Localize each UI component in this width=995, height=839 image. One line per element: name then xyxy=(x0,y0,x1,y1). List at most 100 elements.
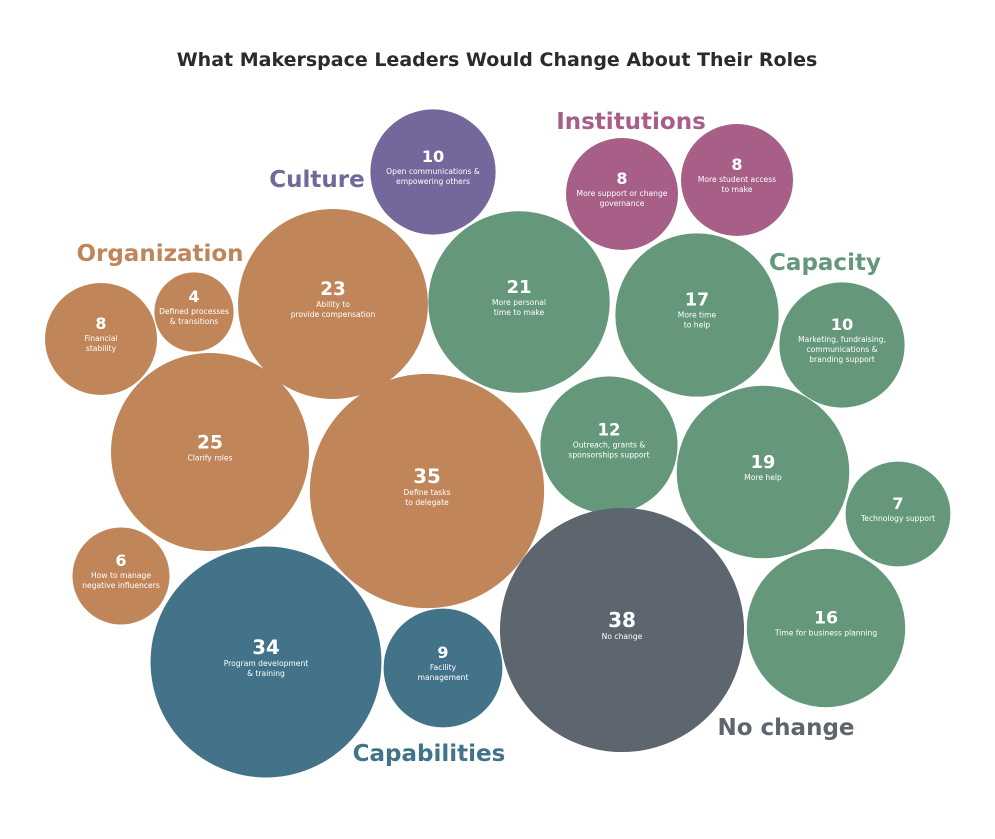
bubble-value: 10 xyxy=(422,147,444,166)
bubble-value: 38 xyxy=(608,608,636,632)
bubble-circle xyxy=(615,233,779,397)
group-label: Institutions xyxy=(556,109,706,135)
bubble-label: Financial xyxy=(84,334,117,343)
bubble-value: 35 xyxy=(413,465,441,488)
bubble-value: 7 xyxy=(892,494,903,513)
bubble-circle xyxy=(238,209,428,399)
bubble-label: & training xyxy=(247,669,285,678)
bubble-label: communications & xyxy=(806,345,877,354)
bubble-label: How to manage xyxy=(91,571,151,580)
bubble-label: Open communications & xyxy=(386,167,480,176)
bubble-label: sponsorships support xyxy=(568,450,649,459)
bubble-label: negative influencers xyxy=(82,581,160,590)
bubble-value: 21 xyxy=(506,277,531,298)
bubble-label: & transitions xyxy=(170,317,219,326)
bubble-circle xyxy=(779,282,905,408)
bubble-value: 8 xyxy=(616,169,627,188)
bubble-label: More help xyxy=(744,473,782,482)
bubble-value: 8 xyxy=(95,314,106,333)
bubble-label: More personal xyxy=(492,298,546,307)
bubble-circle xyxy=(540,376,678,514)
bubble-value: 34 xyxy=(252,636,279,659)
bubble-circle xyxy=(383,608,503,728)
group-labels-layer: Organization Culture Institutions Capacity C… xyxy=(76,109,881,767)
bubble-circle xyxy=(111,353,309,551)
bubble-label: More time xyxy=(678,311,717,320)
bubble-label: Facility xyxy=(430,663,457,672)
bubble-label: More student access xyxy=(698,175,776,184)
bubble-label: empowering others xyxy=(396,177,470,186)
bubble-label: Defined processes xyxy=(159,307,229,316)
bubble-label: branding support xyxy=(809,355,875,364)
bubble-label: Define tasks xyxy=(403,488,450,497)
bubble-label: No change xyxy=(602,632,643,641)
bubble-circle xyxy=(680,123,794,237)
bubble-label: governance xyxy=(600,199,645,208)
bubble-label: time to make xyxy=(494,308,545,317)
bubble-value: 6 xyxy=(115,551,126,570)
bubble-circle xyxy=(150,546,382,778)
bubble-circle xyxy=(154,272,234,352)
bubble-value: 8 xyxy=(731,155,742,174)
bubble-label: stability xyxy=(86,344,117,353)
group-label: Capacity xyxy=(769,250,881,276)
bubble-label: Ability to xyxy=(316,300,350,309)
bubble-label: Clarify roles xyxy=(187,453,232,462)
bubble-label: to delegate xyxy=(405,498,449,507)
bubble-value: 16 xyxy=(814,609,838,629)
bubble-label: Technology support xyxy=(860,514,935,523)
bubble-value: 19 xyxy=(751,453,776,473)
bubble-circle xyxy=(746,548,906,708)
bubble-circle xyxy=(72,527,170,625)
bubble-circle xyxy=(845,461,951,567)
bubble-label: More support or change xyxy=(577,189,668,198)
bubble-value: 12 xyxy=(597,420,620,439)
chart-title: What Makerspace Leaders Would Change Abo… xyxy=(177,49,818,71)
bubble-label: Marketing, fundraising, xyxy=(798,335,886,344)
bubble-value: 25 xyxy=(197,432,223,453)
bubble-value: 4 xyxy=(188,287,199,306)
bubble-label: to make xyxy=(722,185,753,194)
bubble-circle xyxy=(309,373,545,609)
bubble-circle xyxy=(676,385,850,559)
bubble-value: 10 xyxy=(831,315,853,334)
bubble-label: Time for business planning xyxy=(774,629,877,638)
bubble-circle xyxy=(428,211,610,393)
bubble-value: 17 xyxy=(685,291,709,311)
bubble-label: to help xyxy=(684,321,711,330)
bubble-label: Program development xyxy=(224,659,309,668)
bubble-circle xyxy=(499,507,745,753)
group-label: Organization xyxy=(76,241,243,267)
group-label: No change xyxy=(717,715,854,741)
group-label: Capabilities xyxy=(353,741,506,767)
bubble-circle xyxy=(44,282,158,396)
group-label: Culture xyxy=(269,167,364,193)
bubble-label: management xyxy=(418,673,469,682)
bubble-circle xyxy=(565,137,679,251)
bubble-circle xyxy=(370,109,496,235)
bubble-value: 9 xyxy=(437,643,448,662)
bubble-value: 23 xyxy=(320,279,346,300)
bubble-label: provide compensation xyxy=(291,310,376,319)
